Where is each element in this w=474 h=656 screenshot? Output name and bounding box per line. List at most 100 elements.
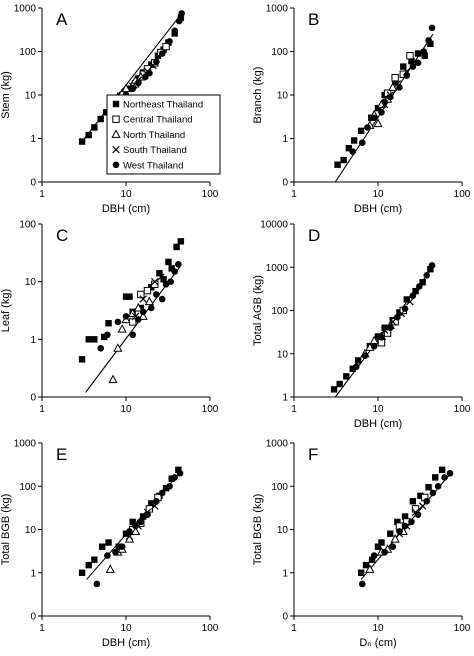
data-point [132, 522, 139, 530]
data-point [427, 40, 434, 48]
data-point [158, 489, 166, 497]
y-tick-label: 100 [271, 47, 288, 58]
series-west-thailand [97, 261, 182, 352]
data-point [425, 484, 432, 491]
data-point [446, 469, 454, 477]
x-tick-label: 1 [291, 189, 297, 200]
data-point [358, 580, 366, 588]
data-point [414, 50, 422, 57]
data-point [122, 530, 130, 537]
data-point [129, 518, 136, 526]
data-point [345, 144, 353, 152]
data-point [386, 324, 394, 332]
legend-label: South Thailand [123, 145, 187, 156]
data-point [138, 311, 148, 320]
data-point [114, 318, 122, 326]
y-tick-label: 100 [19, 482, 36, 493]
x-tick-label: 100 [202, 623, 219, 634]
data-point [144, 511, 151, 518]
x-axis-label: DBH (cm) [102, 203, 150, 215]
data-point [349, 148, 357, 155]
y-tick-label: 10 [25, 277, 37, 288]
data-point [91, 556, 98, 563]
y-tick-label: 10 [25, 525, 37, 536]
data-point [125, 532, 134, 540]
data-point [85, 131, 92, 139]
data-point [370, 114, 378, 122]
data-point [425, 37, 432, 44]
y-tick-label: 0 [282, 612, 288, 623]
data-point [378, 334, 385, 341]
data-point [394, 313, 401, 321]
data-point [157, 273, 165, 281]
data-point [177, 14, 185, 21]
x-axis-label: DBH (cm) [102, 637, 150, 649]
x-tick-label: 100 [454, 189, 471, 200]
y-tick-label: 1000 [266, 263, 289, 274]
series-west-thailand [93, 469, 184, 588]
x-tick-label: 10 [372, 623, 384, 634]
data-point [396, 309, 403, 316]
data-point [91, 336, 98, 343]
data-point [340, 156, 347, 164]
data-point [139, 513, 147, 520]
data-point [118, 543, 126, 551]
data-point [108, 374, 118, 384]
data-point [349, 365, 356, 372]
series-north-thailand [365, 82, 398, 129]
data-point [171, 27, 179, 35]
data-point [158, 295, 166, 303]
data-point [364, 124, 371, 131]
y-axis-label: Branch (kg) [252, 67, 264, 124]
legend-item: Northeast Thailand [112, 100, 203, 111]
data-point [167, 278, 174, 285]
y-tick-label: 0 [30, 178, 36, 189]
data-point [365, 564, 375, 573]
legend-label: West Thailand [123, 160, 183, 171]
data-point [85, 561, 92, 569]
data-point [126, 293, 133, 300]
x-axis-label: DBH (cm) [354, 418, 402, 430]
data-point [105, 539, 112, 546]
x-tick-label: 1 [39, 623, 45, 634]
data-point [386, 93, 394, 101]
data-point [352, 363, 360, 371]
data-point [401, 522, 409, 530]
data-point [429, 489, 437, 497]
data-point [370, 342, 378, 350]
y-tick-label: 0 [30, 393, 36, 404]
legend-box [106, 94, 221, 175]
data-point [358, 139, 366, 147]
data-point [162, 42, 170, 51]
data-point [336, 380, 343, 388]
x-axis-label: Dₙ (cm) [359, 637, 396, 649]
x-tick-label: 100 [454, 623, 471, 634]
x-tick-label: 100 [454, 404, 471, 415]
y-tick-label: 10000 [260, 220, 288, 231]
data-point [380, 326, 389, 334]
data-point [421, 52, 428, 59]
data-point [419, 279, 426, 286]
data-point [330, 386, 338, 393]
data-point [334, 161, 341, 168]
data-point [175, 17, 183, 25]
data-point [389, 543, 397, 551]
data-point [389, 318, 397, 326]
data-point [91, 124, 98, 131]
data-point [126, 528, 133, 535]
data-point [423, 272, 431, 279]
panel-letter: D [308, 226, 320, 245]
data-point [408, 518, 415, 526]
data-point [374, 333, 382, 340]
legend-marker [112, 161, 120, 169]
y-tick-label: 1000 [14, 4, 37, 15]
y-tick-label: 10 [277, 91, 289, 102]
data-point [104, 552, 111, 559]
data-point [144, 296, 155, 306]
data-point [177, 238, 185, 245]
panel-letter: C [56, 226, 68, 245]
data-point [121, 83, 131, 93]
panel-letter: F [308, 445, 318, 464]
